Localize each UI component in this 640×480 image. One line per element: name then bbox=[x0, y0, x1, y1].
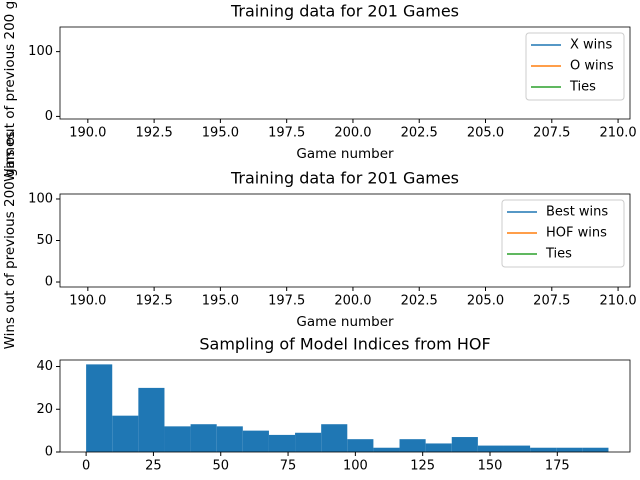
y-tick-label: 100 bbox=[28, 191, 53, 206]
x-tick-label: 205.0 bbox=[467, 294, 504, 309]
x-tick-label: 25 bbox=[145, 459, 162, 474]
x-tick-label: 200.0 bbox=[334, 126, 371, 141]
chart-title: Training data for 201 Games bbox=[230, 2, 459, 21]
x-tick-label: 175 bbox=[545, 459, 570, 474]
x-tick-label: 150 bbox=[478, 459, 503, 474]
bar bbox=[295, 432, 322, 452]
y-tick-label: 100 bbox=[28, 44, 53, 59]
x-tick-label: 192.5 bbox=[136, 294, 173, 309]
legend-box bbox=[525, 32, 625, 101]
axes-frame bbox=[59, 193, 631, 288]
bar bbox=[268, 434, 296, 452]
legend-label: HOF wins bbox=[546, 226, 607, 241]
y-tick-label: 0 bbox=[45, 275, 53, 290]
x-tick-label: 192.5 bbox=[136, 126, 173, 141]
axes-frame bbox=[59, 26, 631, 120]
x-tick-label: 207.5 bbox=[533, 126, 570, 141]
x-tick-label: 207.5 bbox=[533, 294, 570, 309]
legend-label: Ties bbox=[545, 247, 572, 262]
bar bbox=[190, 424, 217, 452]
bar bbox=[425, 443, 452, 452]
x-tick-label: 50 bbox=[212, 459, 229, 474]
y-tick-label: 50 bbox=[36, 233, 53, 248]
bar bbox=[582, 447, 609, 452]
y-axis-label: Wins out of previous 200 games bbox=[2, 0, 18, 182]
x-tick-label: 190.0 bbox=[69, 126, 106, 141]
bar bbox=[556, 447, 583, 452]
y-tick-label: 20 bbox=[36, 402, 53, 417]
chart-title: Sampling of Model Indices from HOF bbox=[199, 335, 490, 354]
bar bbox=[138, 387, 165, 452]
y-tick-label: 40 bbox=[36, 359, 53, 374]
x-tick-label: 195.0 bbox=[202, 126, 239, 141]
bar bbox=[399, 439, 426, 452]
x-tick-label: 125 bbox=[410, 459, 435, 474]
y-tick-label: 0 bbox=[45, 109, 53, 124]
bar bbox=[530, 447, 557, 452]
x-tick-label: 210.0 bbox=[599, 126, 636, 141]
bar bbox=[112, 415, 139, 452]
bar bbox=[347, 439, 374, 452]
x-tick-label: 100 bbox=[343, 459, 368, 474]
x-tick-label: 202.5 bbox=[401, 294, 438, 309]
bar bbox=[451, 437, 478, 452]
bar bbox=[216, 426, 243, 452]
x-tick-label: 205.0 bbox=[467, 126, 504, 141]
legend-label: Ties bbox=[569, 80, 596, 95]
legend-label: O wins bbox=[570, 59, 614, 74]
y-axis-label: Wins out of previous 200 games bbox=[2, 132, 18, 350]
x-tick-label: 197.5 bbox=[268, 126, 305, 141]
bar bbox=[86, 364, 113, 452]
x-tick-label: 210.0 bbox=[599, 294, 636, 309]
chart-title: Training data for 201 Games bbox=[230, 169, 459, 188]
x-tick-label: 190.0 bbox=[69, 294, 106, 309]
legend-label: Best wins bbox=[546, 205, 608, 220]
legend-label: X wins bbox=[570, 38, 613, 53]
bar bbox=[321, 424, 348, 452]
x-tick-label: 197.5 bbox=[268, 294, 305, 309]
x-axis-label: Game number bbox=[296, 146, 394, 162]
bar bbox=[164, 426, 191, 452]
x-tick-label: 202.5 bbox=[401, 126, 438, 141]
x-tick-label: 200.0 bbox=[334, 294, 371, 309]
legend-box bbox=[501, 199, 625, 268]
x-tick-label: 75 bbox=[280, 459, 297, 474]
bar bbox=[503, 445, 531, 452]
x-tick-label: 0 bbox=[82, 459, 90, 474]
y-tick-label: 0 bbox=[45, 445, 53, 460]
x-tick-label: 195.0 bbox=[202, 294, 239, 309]
x-axis-label: Game number bbox=[296, 314, 394, 330]
bar bbox=[242, 430, 269, 452]
bar bbox=[477, 445, 504, 452]
bar bbox=[373, 447, 400, 452]
axes-frame bbox=[59, 359, 631, 453]
